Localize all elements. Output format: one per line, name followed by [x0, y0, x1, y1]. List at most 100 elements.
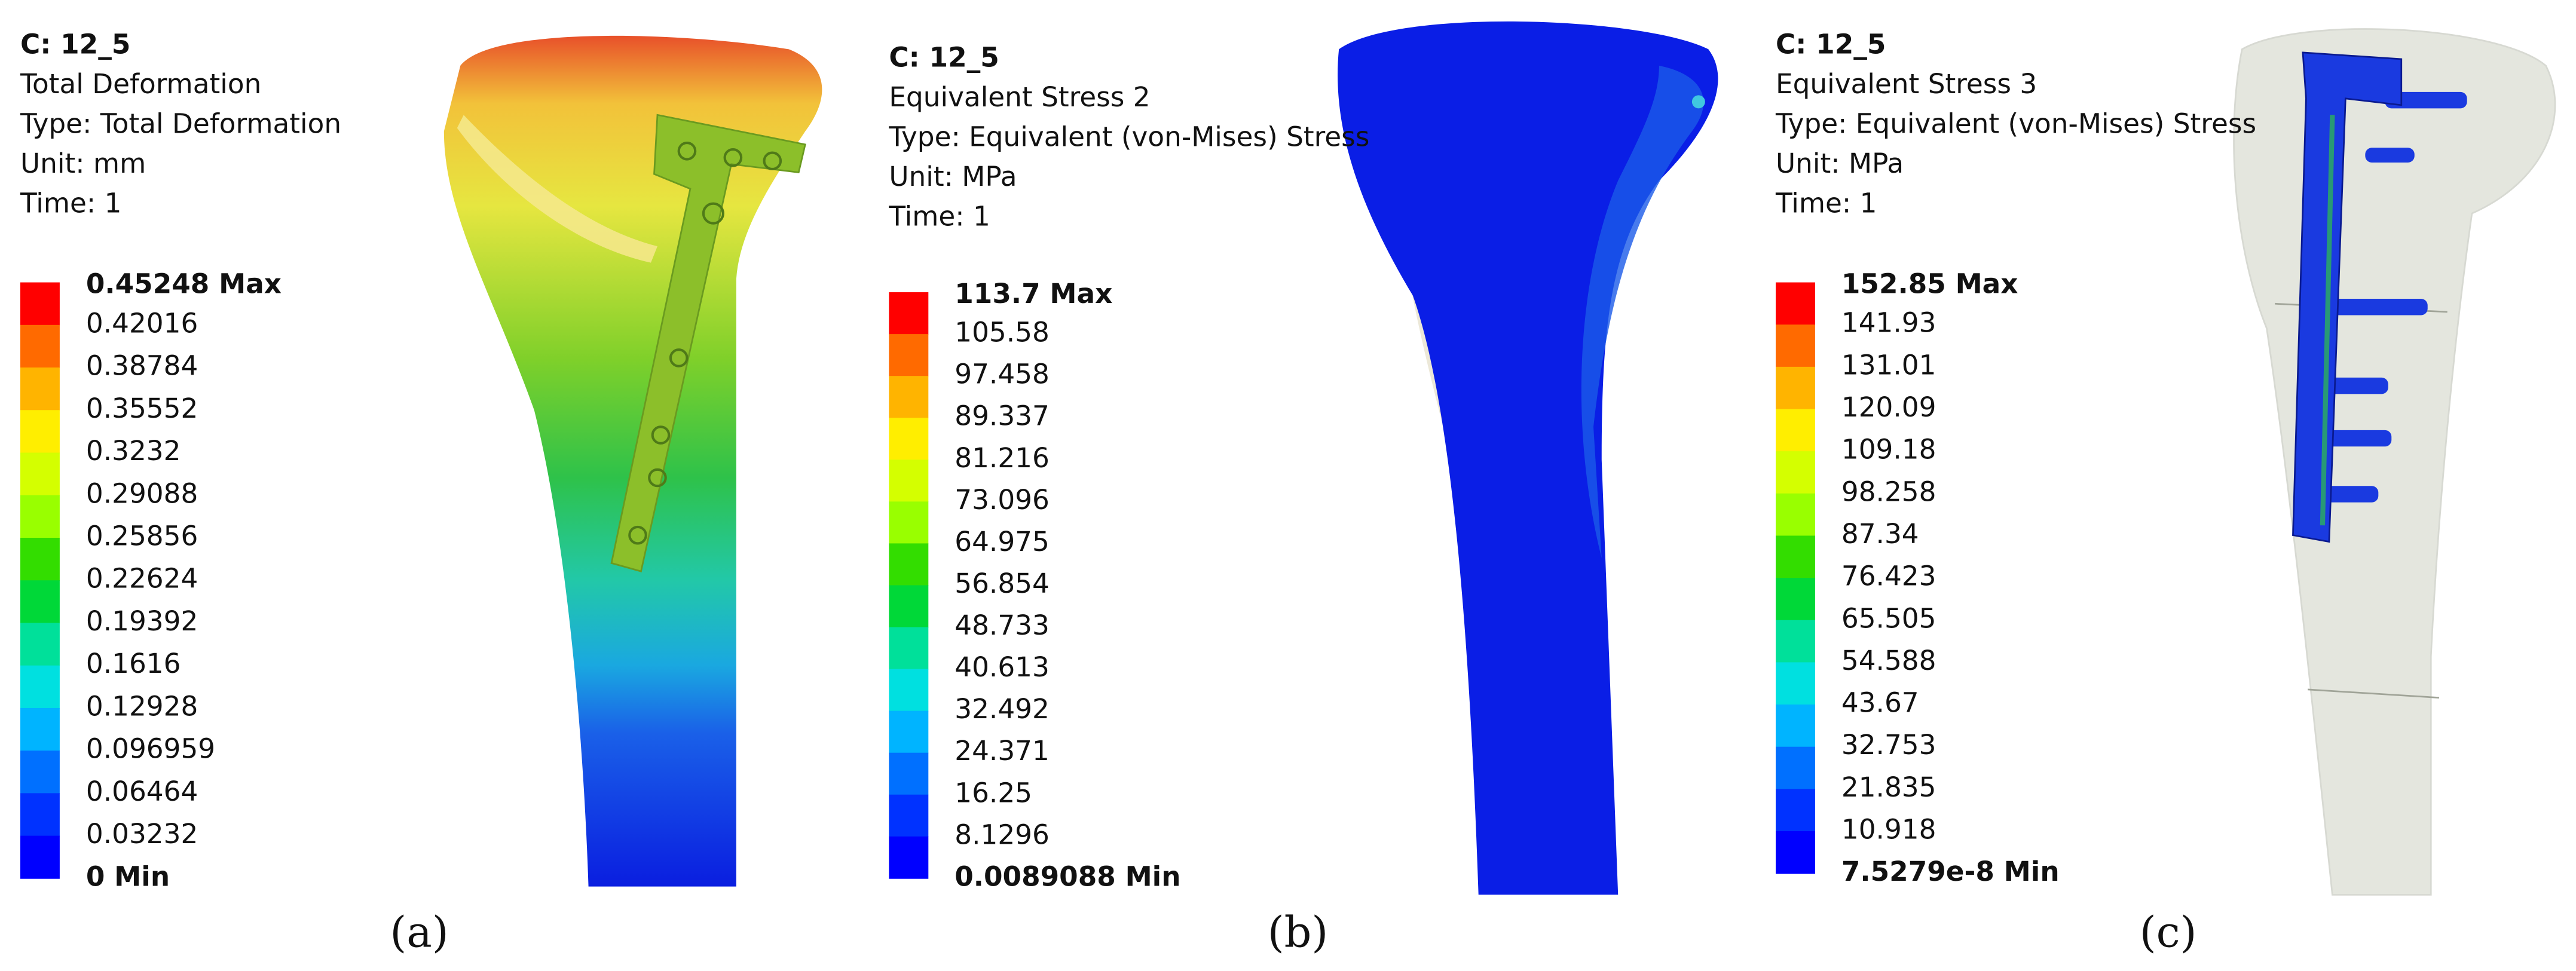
caption: (c): [2140, 908, 2197, 957]
legend-label: 0.1616: [86, 648, 181, 679]
legend-swatch: [889, 460, 929, 503]
legend-label: 87.34: [1841, 518, 1919, 550]
legend-label: 0 Min: [86, 860, 170, 892]
legend-label: 0.22624: [86, 563, 198, 595]
legend-swatch: [889, 752, 929, 795]
caption: (a): [390, 908, 448, 957]
model-b: [1338, 21, 1718, 895]
legend-label: 89.337: [954, 400, 1050, 432]
legend-swatch: [889, 418, 929, 461]
legend-swatch: [1775, 451, 1815, 494]
legend-label: 48.733: [954, 609, 1050, 641]
legend-swatch: [1775, 535, 1815, 578]
legend-label: 56.854: [954, 568, 1050, 599]
legend-label: 0.42016: [86, 307, 198, 339]
legend-label: 0.29088: [86, 477, 198, 509]
legend-swatch: [889, 669, 929, 712]
legend-label: 64.975: [954, 526, 1050, 558]
legend-label: 120.09: [1841, 391, 1936, 423]
legend-label: 0.25856: [86, 520, 198, 552]
legend-label: 141.93: [1841, 307, 1936, 339]
legend-swatch: [1775, 409, 1815, 452]
legend-swatch: [20, 537, 60, 581]
legend-swatch: [20, 835, 60, 879]
legend-label: 10.918: [1841, 813, 1936, 845]
legend-swatch: [20, 665, 60, 709]
legend-label: 109.18: [1841, 434, 1936, 465]
legend-swatch: [20, 282, 60, 326]
legend-label: 7.5279e-8 Min: [1841, 856, 2060, 887]
legend-label: 40.613: [954, 651, 1050, 683]
legend-swatch: [20, 367, 60, 411]
legend-swatch: [1775, 831, 1815, 874]
legend-label: 73.096: [954, 484, 1050, 516]
legend-label: 105.58: [954, 317, 1050, 348]
legend-label: 0.12928: [86, 690, 198, 722]
legend-label: 0.38784: [86, 350, 198, 382]
legend-label: 54.588: [1841, 645, 1936, 676]
header-line: C: 12_5: [889, 41, 999, 73]
header-line: Unit: MPa: [889, 161, 1017, 192]
legend-label: 32.492: [954, 693, 1050, 725]
legend-swatch: [889, 292, 929, 335]
legend-swatch: [889, 334, 929, 376]
legend-label: 0.06464: [86, 776, 198, 807]
legend-swatch: [1775, 620, 1815, 663]
legend-swatch: [20, 580, 60, 624]
model-c: [2233, 28, 2556, 896]
header-line: Unit: mm: [20, 148, 146, 179]
legend-swatch: [20, 324, 60, 368]
header-line: C: 12_5: [1776, 28, 1886, 60]
legend-label: 0.0089088 Min: [954, 860, 1180, 892]
legend-swatch: [20, 793, 60, 837]
legend-swatch: [1775, 746, 1815, 790]
legend-swatch: [20, 495, 60, 538]
header-line: Total Deformation: [20, 68, 261, 100]
legend-label: 8.1296: [954, 819, 1050, 850]
legend-swatch: [1775, 789, 1815, 832]
legend-swatch: [20, 707, 60, 752]
legend-label: 76.423: [1841, 560, 1936, 592]
legend-swatch: [20, 623, 60, 666]
legend-label: 0.096959: [86, 733, 215, 765]
legend-label: 65.505: [1841, 602, 1936, 634]
model-a: [443, 35, 822, 887]
legend-swatch: [1775, 662, 1815, 705]
header-line: C: 12_5: [20, 28, 130, 60]
header-line: Type: Equivalent (von-Mises) Stress: [1775, 108, 2256, 139]
legend-swatch: [889, 836, 929, 879]
legend-label: 0.35552: [86, 393, 198, 424]
legend-label: 32.753: [1841, 729, 1936, 761]
legend-label: 152.85 Max: [1841, 268, 2018, 300]
header-line: Equivalent Stress 2: [889, 81, 1150, 113]
header-line: Unit: MPa: [1776, 148, 1904, 179]
legend-swatch: [889, 543, 929, 586]
legend-swatch: [889, 794, 929, 837]
legend-swatch: [889, 627, 929, 670]
legend-label: 0.19392: [86, 605, 198, 637]
header-line: Time: 1: [1775, 187, 1877, 219]
legend-label: 16.25: [954, 777, 1032, 808]
header-line: Equivalent Stress 3: [1776, 68, 2037, 100]
legend-swatch: [1775, 366, 1815, 410]
caption: (b): [1268, 908, 1328, 957]
header-line: Type: Equivalent (von-Mises) Stress: [888, 121, 1369, 152]
legend-swatch: [889, 585, 929, 628]
legend-label: 97.458: [954, 359, 1050, 390]
header-line: Time: 1: [20, 187, 121, 219]
legend-label: 24.371: [954, 735, 1050, 767]
legend-swatch: [889, 710, 929, 753]
legend-label: 131.01: [1841, 349, 1936, 381]
legend-swatch: [1775, 282, 1815, 326]
legend-swatch: [1775, 493, 1815, 537]
legend-swatch: [1775, 704, 1815, 748]
legend-label: 81.216: [954, 442, 1050, 474]
legend-swatch: [1775, 578, 1815, 621]
legend-swatch: [20, 410, 60, 454]
legend-swatch: [20, 751, 60, 794]
header-line: Time: 1: [888, 200, 990, 232]
header-line: Type: Total Deformation: [20, 108, 341, 139]
legend-swatch: [20, 452, 60, 496]
